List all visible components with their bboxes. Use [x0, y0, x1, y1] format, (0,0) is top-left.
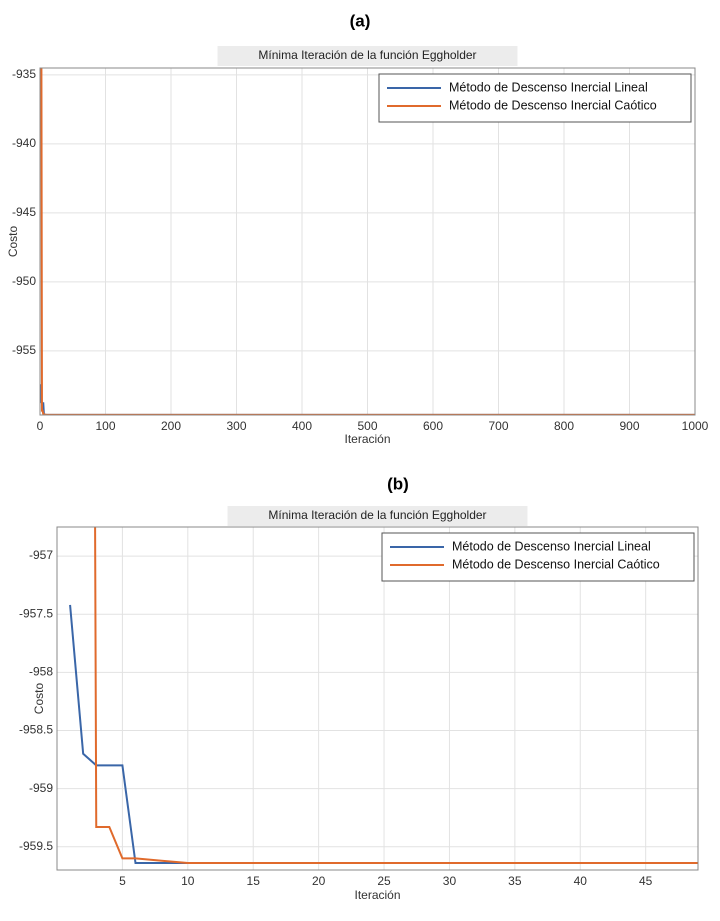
y-tick-label: -958 [29, 665, 53, 679]
plot-border [56, 526, 699, 871]
x-tick-label: 0 [37, 419, 44, 433]
y-tick-label: -957.5 [19, 606, 53, 620]
title-background [227, 506, 528, 526]
panel-label: (b) [387, 474, 409, 493]
y-tick-label: -955 [12, 343, 36, 357]
chart-title: Mínima Iteración de la función Eggholder [268, 508, 486, 522]
x-tick-label: 200 [161, 419, 181, 433]
series-line [94, 527, 698, 865]
x-tick-label: 15 [247, 874, 261, 888]
x-tick-label: 35 [508, 874, 522, 888]
legend-label: Método de Descenso Inercial Lineal [452, 539, 651, 553]
x-tick-label: 100 [95, 419, 115, 433]
x-tick-label: 1000 [682, 419, 709, 433]
x-axis-label: Iteración [354, 888, 400, 902]
title-background [217, 46, 518, 66]
x-tick-label: 400 [292, 419, 312, 433]
x-tick-label: 800 [554, 419, 574, 433]
legend-box [378, 73, 692, 123]
plot-border [39, 67, 696, 416]
y-axis-label: Costo [32, 683, 46, 715]
legend-box [381, 532, 695, 582]
legend-label: Método de Descenso Inercial Lineal [449, 80, 648, 94]
plot-area [57, 527, 698, 870]
y-tick-label: -959.5 [19, 839, 53, 853]
legend-label: Método de Descenso Inercial Caótico [449, 98, 657, 112]
y-tick-label: -950 [12, 274, 36, 288]
y-tick-label: -958.5 [19, 723, 53, 737]
x-tick-label: 500 [357, 419, 377, 433]
x-tick-label: 30 [443, 874, 457, 888]
x-tick-label: 20 [312, 874, 326, 888]
y-tick-label: -945 [12, 205, 36, 219]
panel-label: (a) [350, 11, 371, 30]
legend-label: Método de Descenso Inercial Caótico [452, 557, 660, 571]
x-tick-label: 900 [619, 419, 639, 433]
x-tick-label: 5 [119, 874, 126, 888]
x-tick-label: 700 [488, 419, 508, 433]
y-tick-label: -959 [29, 781, 53, 795]
y-tick-label: -940 [12, 136, 36, 150]
x-tick-label: 25 [377, 874, 391, 888]
chart-title: Mínima Iteración de la función Eggholder [258, 48, 476, 62]
x-tick-label: 40 [574, 874, 588, 888]
y-tick-label: -957 [29, 548, 53, 562]
x-tick-label: 600 [423, 419, 443, 433]
y-tick-label: -935 [12, 67, 36, 81]
y-axis-label: Costo [6, 226, 20, 258]
x-tick-label: 10 [181, 874, 195, 888]
x-tick-label: 300 [226, 419, 246, 433]
x-tick-label: 45 [639, 874, 653, 888]
x-axis-label: Iteración [344, 432, 390, 446]
